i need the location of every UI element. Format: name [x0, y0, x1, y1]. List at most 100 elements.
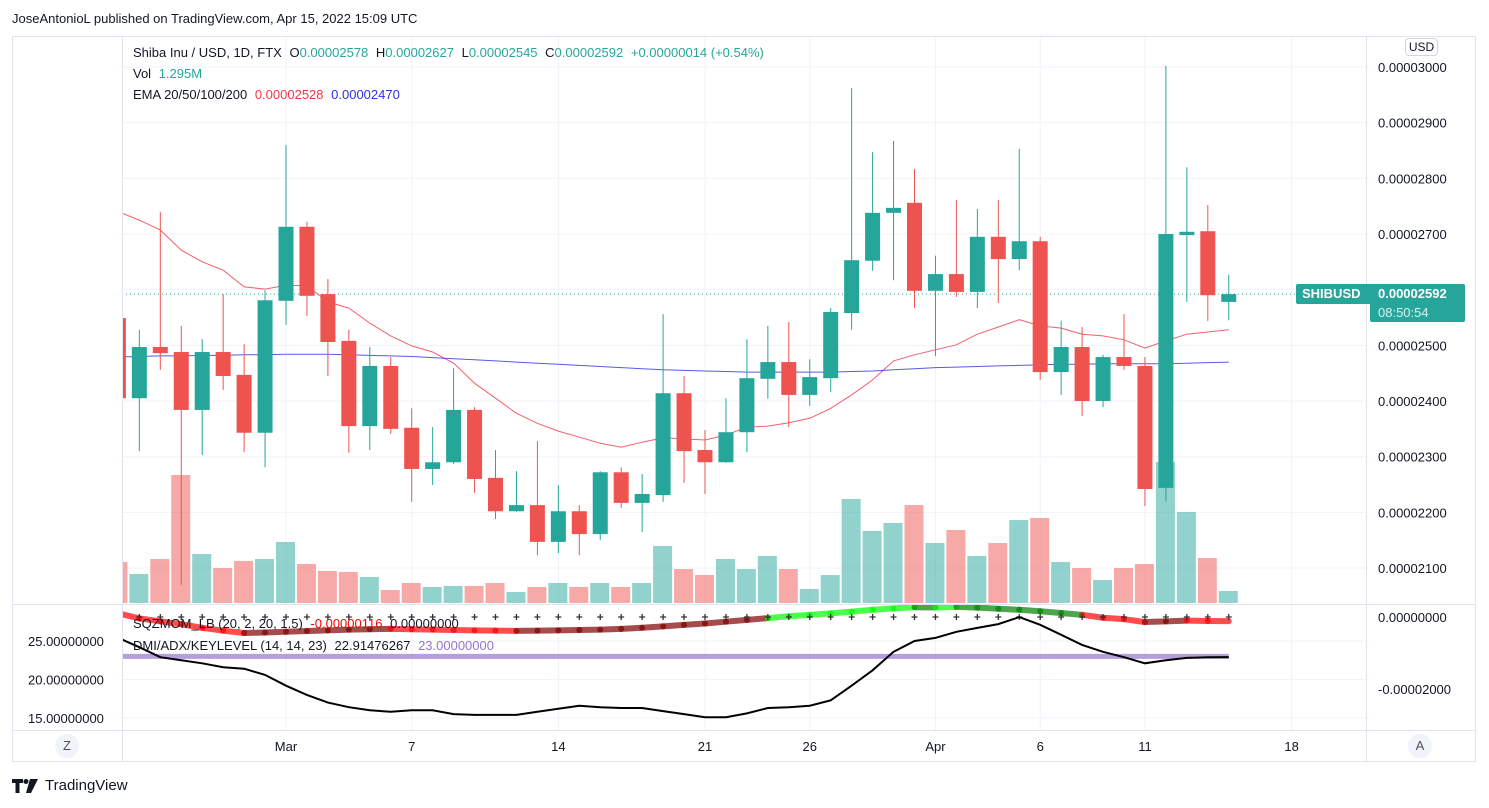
volume-bar [653, 545, 673, 603]
squeeze-dot [785, 614, 792, 620]
sqzmom-segment [974, 605, 1002, 612]
time-axis-label: 7 [408, 739, 415, 754]
candle-body [844, 260, 860, 314]
volume-legend: Vol 1.295M [133, 66, 206, 81]
squeeze-dot [1204, 614, 1211, 620]
volume-bar [862, 530, 882, 603]
squeeze-dot [324, 614, 331, 620]
squeeze-dot [869, 614, 876, 620]
candle-body [697, 450, 713, 463]
sqzmom-segment [1037, 608, 1065, 617]
squeeze-dot [157, 614, 164, 620]
time-axis-label: Mar [275, 739, 298, 754]
squeeze-dot [1058, 614, 1065, 620]
sqzmom-segment [869, 605, 897, 613]
sqzmom-segment [241, 629, 269, 637]
squeeze-dot [178, 614, 185, 620]
candle-body [1179, 231, 1195, 236]
auto-scale-left-button[interactable]: Z [55, 734, 79, 758]
sqzmom-segment [722, 616, 750, 625]
chart-frame [12, 36, 1476, 762]
volume-bar [715, 559, 735, 603]
publisher-caption: JoseAntonioL published on TradingView.co… [12, 11, 418, 26]
candlesticks [122, 65, 1237, 585]
squeeze-dot [220, 614, 227, 620]
sqzmom-segment [324, 626, 352, 634]
squeeze-dot [303, 614, 310, 620]
volume-label[interactable]: Vol [133, 66, 152, 81]
volume-bar [1218, 591, 1238, 603]
adx-axis-label: 25.00000000 [28, 634, 104, 649]
candle-body [362, 365, 378, 427]
volume-bar [422, 586, 442, 603]
candle-body [173, 352, 189, 410]
ema20-value: 0.00002528 [254, 87, 324, 102]
adx-axis-label: 20.00000000 [28, 673, 104, 688]
candle-body [1137, 365, 1153, 489]
high-value: 0.00002627 [385, 45, 454, 60]
candle-body [1053, 347, 1069, 373]
sqzmom-segment [785, 611, 813, 620]
sqzmom-label[interactable]: SQZMOM_LB (20, 2, 20, 1.5) [133, 616, 303, 631]
close-value: 0.00002592 [554, 45, 624, 60]
time-axis-label: 26 [803, 739, 817, 754]
sqzmom-segment [1141, 618, 1169, 626]
sqzmom-segment [932, 605, 960, 611]
price-axis-label: 0.00002500 [1378, 338, 1447, 353]
symbol-title[interactable]: Shiba Inu / USD, 1D, FTX [133, 45, 282, 60]
candle-body [571, 511, 587, 535]
squeeze-dot [974, 614, 981, 620]
ema-label[interactable]: EMA 20/50/100/200 [133, 87, 248, 102]
volume-bar [967, 555, 987, 603]
candle-body [886, 207, 902, 213]
squeeze-dot [932, 614, 939, 620]
squeeze-dot [366, 614, 373, 620]
price-label-value: 0.00002592 08:50:54 [1370, 284, 1465, 322]
squeeze-dot [283, 614, 289, 620]
candle-body [122, 318, 126, 399]
squeeze-dot [387, 614, 394, 620]
candle-body [613, 472, 629, 503]
dmi-label[interactable]: DMI/ADX/KEYLEVEL (14, 14, 23) [133, 638, 327, 653]
open-label: O [289, 45, 300, 60]
candle-body [927, 274, 943, 291]
volume-bar [1051, 561, 1071, 603]
indicator-pane [122, 605, 1232, 719]
currency-button[interactable]: USD [1405, 38, 1438, 56]
candle-body [215, 352, 231, 376]
squeeze-dot [429, 614, 436, 620]
candle-body [634, 493, 650, 503]
price-axis-label: 0.00002100 [1378, 561, 1447, 576]
volume-bar [1093, 580, 1113, 603]
squeeze-dot [1225, 614, 1232, 620]
bar-countdown: 08:50:54 [1378, 305, 1429, 320]
volume-bar [820, 575, 840, 603]
volume-bar [192, 554, 212, 603]
candle-body [1221, 294, 1237, 302]
volume-bar [1155, 461, 1175, 603]
price-axis-label: 0.00003000 [1378, 60, 1447, 75]
squeeze-dot [618, 614, 625, 620]
auto-scale-button[interactable]: A [1408, 734, 1432, 758]
indicator-axis-label: -0.00002000 [1378, 682, 1451, 697]
volume-bar [1072, 568, 1092, 603]
candle-body [425, 462, 441, 469]
candle-body [718, 432, 734, 463]
volume-bar [778, 569, 798, 603]
squeeze-dot [471, 614, 478, 620]
sqzmom-segment [597, 625, 625, 633]
squeeze-dot [1037, 614, 1044, 620]
volume-bar [213, 568, 233, 603]
squeeze-dot [953, 614, 960, 620]
candle-body [467, 409, 483, 479]
squeeze-dot [848, 614, 855, 620]
sqzmom-segment [1058, 610, 1086, 618]
sqzmom-segment [303, 627, 331, 635]
sqzmom-legend: SQZMOM_LB (20, 2, 20, 1.5) -0.00000116 0… [133, 616, 463, 631]
sqzmom-segment [764, 613, 792, 622]
candle-body [1074, 347, 1090, 402]
footer-brand[interactable]: TradingView [12, 777, 128, 794]
candle-body [1158, 234, 1174, 488]
squeeze-dot [597, 614, 604, 620]
